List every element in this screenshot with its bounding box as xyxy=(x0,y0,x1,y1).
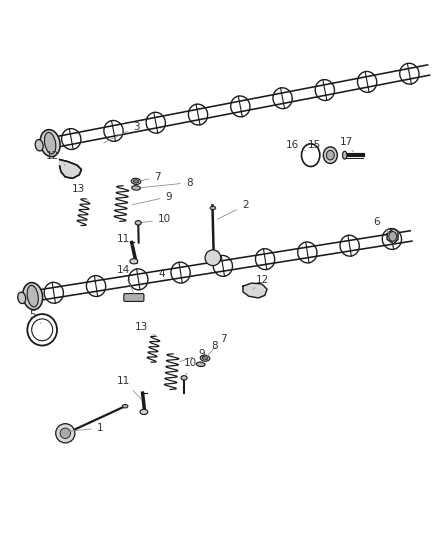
Ellipse shape xyxy=(122,405,128,408)
Ellipse shape xyxy=(18,292,26,304)
Ellipse shape xyxy=(130,259,138,264)
Ellipse shape xyxy=(323,147,337,164)
Text: 8: 8 xyxy=(202,341,218,362)
Ellipse shape xyxy=(196,362,205,367)
Circle shape xyxy=(60,428,71,439)
Text: 5: 5 xyxy=(29,310,41,323)
Text: 17: 17 xyxy=(340,137,353,152)
Text: 13: 13 xyxy=(134,322,158,337)
Ellipse shape xyxy=(27,285,38,307)
Polygon shape xyxy=(243,283,267,298)
Text: 16: 16 xyxy=(286,140,306,151)
Text: 2: 2 xyxy=(217,200,248,220)
Ellipse shape xyxy=(200,355,210,361)
Text: 12: 12 xyxy=(253,274,269,289)
Text: 10: 10 xyxy=(142,214,171,224)
Text: 8: 8 xyxy=(141,177,193,188)
Text: 9: 9 xyxy=(180,349,205,361)
Ellipse shape xyxy=(343,151,347,159)
Ellipse shape xyxy=(23,282,42,310)
Circle shape xyxy=(56,424,75,443)
Ellipse shape xyxy=(140,409,148,415)
Ellipse shape xyxy=(35,140,43,151)
Ellipse shape xyxy=(210,206,216,210)
Text: 9: 9 xyxy=(132,192,172,205)
Text: 13: 13 xyxy=(72,184,88,201)
Text: 3: 3 xyxy=(104,122,139,143)
Polygon shape xyxy=(60,159,81,179)
Ellipse shape xyxy=(132,185,141,190)
Text: 7: 7 xyxy=(141,172,161,182)
Ellipse shape xyxy=(44,132,56,154)
Ellipse shape xyxy=(131,178,141,184)
Ellipse shape xyxy=(134,180,139,183)
Circle shape xyxy=(205,250,221,265)
Ellipse shape xyxy=(40,130,60,157)
Polygon shape xyxy=(387,229,398,244)
Text: 11: 11 xyxy=(117,235,133,246)
Ellipse shape xyxy=(135,221,141,225)
Text: 7: 7 xyxy=(207,334,227,356)
Text: 10: 10 xyxy=(184,358,197,375)
Text: 12: 12 xyxy=(46,151,65,165)
Text: 14: 14 xyxy=(117,265,134,294)
Text: 1: 1 xyxy=(68,423,103,433)
Text: 15: 15 xyxy=(307,140,326,151)
Text: 4: 4 xyxy=(159,269,166,285)
Ellipse shape xyxy=(202,357,208,360)
FancyBboxPatch shape xyxy=(124,294,144,302)
Text: 6: 6 xyxy=(374,217,389,233)
Ellipse shape xyxy=(389,231,397,241)
Text: 11: 11 xyxy=(117,376,142,400)
Ellipse shape xyxy=(181,376,187,380)
Ellipse shape xyxy=(326,150,334,160)
